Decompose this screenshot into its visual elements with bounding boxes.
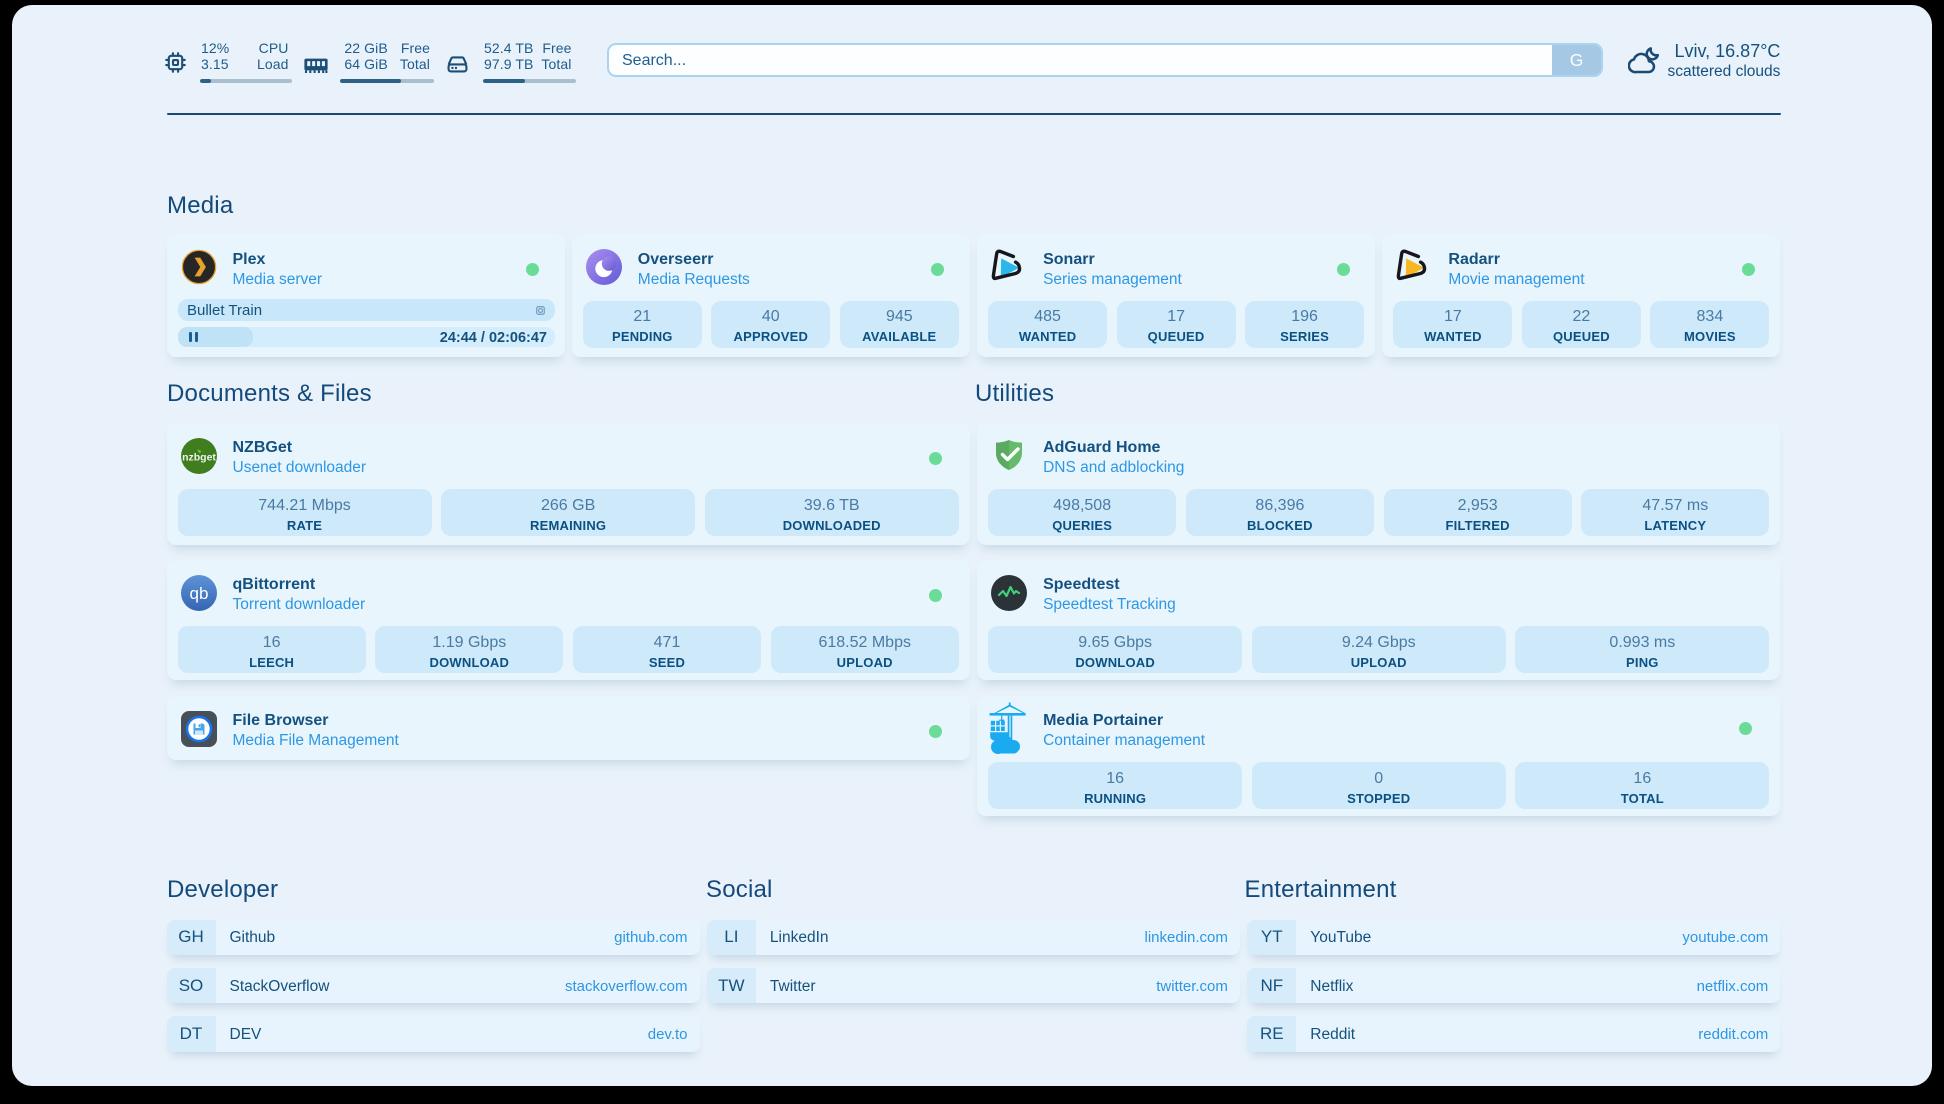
svg-text:qb: qb (189, 584, 208, 603)
svg-text:nzbget: nzbget (182, 451, 216, 463)
